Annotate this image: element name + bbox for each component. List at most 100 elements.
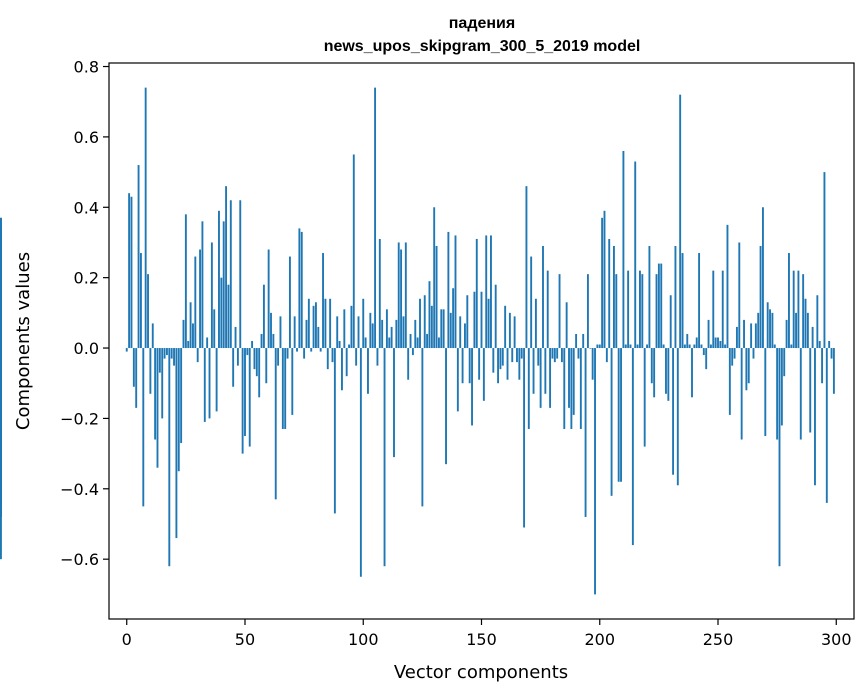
- bar-209: [620, 348, 622, 482]
- bar-208: [617, 348, 620, 482]
- bar-234: [679, 94, 682, 349]
- bar-228: [665, 348, 667, 394]
- bar-2: [130, 196, 133, 349]
- bar-285: [799, 348, 802, 440]
- bar-290: [811, 326, 814, 349]
- bar-154: [490, 235, 492, 349]
- bar-130: [433, 207, 436, 349]
- bar-100: [362, 298, 365, 349]
- bar-undefined: [0, 217, 2, 349]
- bar-53: [251, 341, 254, 349]
- bar-220: [646, 344, 648, 349]
- bar-279: [785, 319, 788, 349]
- bar-37: [213, 309, 216, 349]
- bar-122: [414, 319, 417, 349]
- bar-177: [544, 348, 547, 394]
- bar-179: [549, 348, 552, 408]
- bar-36: [210, 242, 213, 349]
- bar-165: [516, 348, 518, 363]
- bar-140: [456, 348, 459, 412]
- bar-156: [494, 284, 497, 349]
- bar-62: [272, 333, 275, 349]
- bar-97: [355, 348, 358, 366]
- bar-266: [754, 323, 757, 349]
- bar-111: [388, 337, 391, 349]
- bar-85: [326, 348, 329, 370]
- bar-161: [506, 348, 509, 380]
- bar-225: [657, 263, 660, 349]
- bar-211: [624, 344, 627, 349]
- bar-152: [485, 235, 488, 349]
- bar-28: [192, 323, 194, 349]
- bar-231: [672, 348, 675, 475]
- bar-195: [586, 274, 589, 349]
- bar-227: [662, 344, 665, 349]
- bar-291: [814, 348, 816, 486]
- bar-160: [504, 305, 507, 349]
- bar-46: [234, 326, 237, 349]
- bar-65: [279, 316, 282, 349]
- bar-11: [151, 323, 154, 349]
- bar-16: [163, 348, 166, 359]
- bar-9: [147, 274, 149, 349]
- bar-187: [568, 348, 570, 408]
- chart-subtitle: news_upos_skipgram_300_5_2019 model: [324, 38, 641, 55]
- bar-147: [473, 291, 476, 349]
- bar-33: [203, 348, 206, 422]
- bar-289: [809, 348, 812, 433]
- bar-90: [338, 341, 341, 349]
- bar-66: [281, 348, 284, 429]
- bar-13: [156, 348, 159, 468]
- bar-190: [575, 333, 578, 349]
- bar-136: [447, 231, 450, 349]
- bar-22: [177, 348, 180, 472]
- bar-110: [385, 309, 388, 349]
- bar-34: [206, 337, 209, 349]
- bar-47: [236, 348, 239, 366]
- bar-162: [508, 312, 511, 349]
- bar-129: [430, 305, 433, 349]
- y-axis: −0.6 −0.4 −0.2 0.0 0.2 0.4 0.6 0.8: [60, 58, 109, 569]
- bar-82: [319, 348, 322, 352]
- bar-267: [757, 312, 760, 349]
- bar-78: [310, 348, 313, 352]
- bar-99: [359, 348, 362, 577]
- bar-32: [201, 221, 204, 349]
- bar-124: [419, 298, 421, 349]
- bar-77: [307, 298, 310, 349]
- bar-275: [776, 348, 779, 440]
- bar-30: [196, 348, 199, 363]
- bar-76: [305, 319, 308, 349]
- bar-49: [241, 348, 244, 454]
- bar-218: [641, 274, 644, 349]
- bar-265: [752, 348, 755, 359]
- bar-38: [215, 348, 218, 412]
- bar-243: [700, 344, 703, 349]
- bar-236: [683, 344, 686, 349]
- bar-255: [728, 348, 731, 415]
- bar-79: [312, 305, 315, 349]
- bar-167: [520, 348, 523, 359]
- bar-226: [660, 263, 663, 349]
- bar-270: [764, 348, 767, 437]
- bar-178: [546, 270, 549, 349]
- bar-197: [591, 348, 594, 380]
- bar-159: [501, 348, 504, 366]
- bar-127: [426, 333, 429, 349]
- bar-181: [553, 348, 556, 363]
- bar-125: [421, 348, 424, 507]
- bar-145: [468, 348, 471, 384]
- bar-254: [726, 224, 729, 349]
- bar-174: [537, 348, 540, 366]
- bar-268: [759, 245, 762, 349]
- bar-120: [409, 333, 412, 349]
- bar-17: [166, 348, 168, 356]
- bar-118: [404, 242, 407, 349]
- y-tick-label: −0.6: [60, 550, 99, 569]
- bar-233: [676, 348, 679, 486]
- bar-149: [478, 348, 481, 380]
- bar-201: [601, 217, 604, 349]
- bar-138: [452, 288, 455, 349]
- bar-83: [322, 253, 324, 349]
- bar-276: [778, 348, 781, 567]
